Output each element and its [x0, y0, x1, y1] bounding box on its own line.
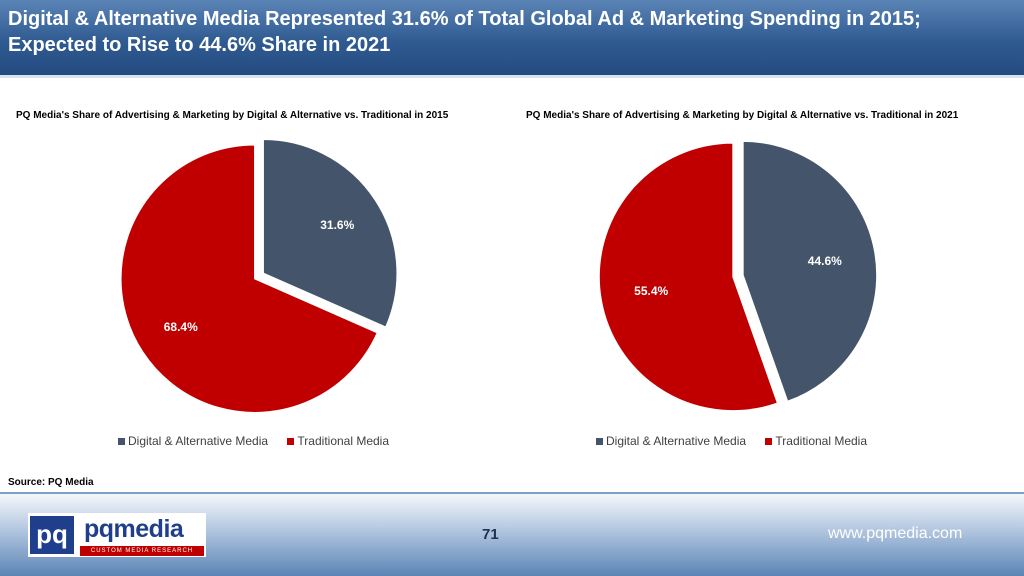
- legend-label-traditional: Traditional Media: [297, 434, 390, 448]
- legend-swatch-traditional: [765, 438, 773, 446]
- legend-label-digital: Digital & Alternative Media: [606, 434, 747, 448]
- data-label-digital-2021: 44.6%: [808, 254, 842, 268]
- legend-swatch-traditional: [287, 438, 295, 446]
- legend-2015: Digital & Alternative Media Traditional …: [118, 434, 405, 448]
- pie-slice-digital-2021: [742, 140, 878, 403]
- legend-label-traditional: Traditional Media: [775, 434, 868, 448]
- website-link[interactable]: www.pqmedia.com: [828, 525, 963, 542]
- pie-slice-traditional-2021: [598, 142, 779, 412]
- logo-name: pqmedia: [84, 515, 184, 543]
- data-label-traditional-2021: 55.4%: [634, 284, 668, 298]
- legend-item-traditional: Traditional Media: [765, 434, 867, 448]
- page-number: 71: [482, 526, 499, 543]
- chart-title-2015: PQ Media's Share of Advertising & Market…: [16, 110, 449, 121]
- legend-2021: Digital & Alternative Media Traditional …: [596, 434, 883, 448]
- pie-slice-traditional-2015: [120, 143, 379, 414]
- data-label-traditional-2015: 68.4%: [164, 320, 198, 334]
- header-bar: Digital & Alternative Media Represented …: [0, 0, 1024, 78]
- legend-swatch-digital: [596, 438, 603, 446]
- source-note: Source: PQ Media: [8, 477, 94, 488]
- logo-mark: pq: [30, 516, 74, 554]
- logo-tagline: CUSTOM MEDIA RESEARCH: [80, 546, 204, 556]
- legend-item-traditional: Traditional Media: [287, 434, 389, 448]
- chart-title-2021: PQ Media's Share of Advertising & Market…: [526, 110, 959, 121]
- data-label-digital-2015: 31.6%: [320, 218, 354, 232]
- legend-item-digital: Digital & Alternative Media: [118, 434, 268, 448]
- pie-slice-digital-2015: [262, 138, 398, 329]
- legend-swatch-digital: [118, 438, 125, 446]
- legend-item-digital: Digital & Alternative Media: [596, 434, 746, 448]
- slide-title: Digital & Alternative Media Represented …: [8, 8, 921, 56]
- pqmedia-logo: pq pqmedia CUSTOM MEDIA RESEARCH: [28, 513, 206, 557]
- legend-label-digital: Digital & Alternative Media: [128, 434, 269, 448]
